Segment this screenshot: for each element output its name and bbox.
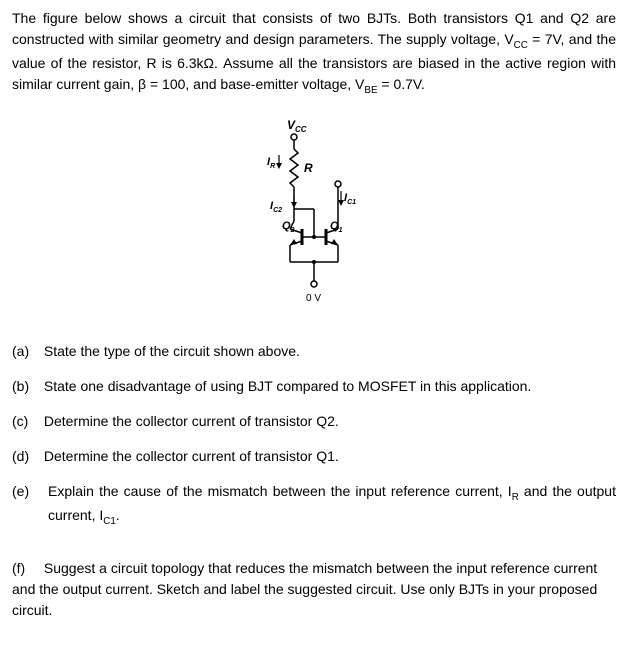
ic1-label: IC1: [344, 192, 356, 206]
question-d: (d) Determine the collector current of t…: [12, 446, 616, 467]
problem-intro: The figure below shows a circuit that co…: [12, 8, 616, 99]
question-b: (b) State one disadvantage of using BJT …: [12, 376, 616, 397]
q-label-b: (b): [12, 376, 40, 397]
vcc-label: VCC: [287, 118, 307, 134]
q-text-c: Determine the collector current of trans…: [44, 413, 339, 429]
q-label-f: (f): [12, 558, 40, 579]
vcc-node: [291, 134, 297, 140]
q-text-f: Suggest a circuit topology that reduces …: [12, 560, 597, 618]
r-label: R: [304, 161, 313, 175]
question-e: (e) Explain the cause of the mismatch be…: [12, 481, 616, 530]
question-c: (c) Determine the collector current of t…: [12, 411, 616, 432]
ic2-arrow-head: [291, 202, 297, 208]
q-label-d: (d): [12, 446, 40, 467]
q1-output-node: [335, 181, 341, 187]
q-text-e: Explain the cause of the mismatch betwee…: [48, 481, 616, 530]
question-f: (f) Suggest a circuit topology that redu…: [12, 558, 616, 621]
q-label-c: (c): [12, 411, 40, 432]
q1-emitter-arrow: [331, 239, 338, 245]
q-text-d: Determine the collector current of trans…: [44, 448, 339, 464]
ir-label: IR: [267, 156, 275, 170]
ir-arrow-head: [276, 163, 282, 169]
resistor: [290, 149, 298, 187]
q1-label: Q1: [330, 220, 343, 234]
ground-label: 0 V: [306, 293, 321, 304]
ic2-label: IC2: [270, 200, 282, 214]
ground-node: [311, 281, 317, 287]
q2-emitter-arrow: [290, 239, 297, 245]
circuit-diagram: VCC R IR IC2: [214, 117, 414, 317]
q-text-a: State the type of the circuit shown abov…: [44, 343, 300, 359]
intro-sub-2: BE: [364, 85, 377, 96]
circuit-diagram-container: VCC R IR IC2: [12, 117, 616, 317]
intro-sub-1: CC: [514, 40, 528, 51]
q-label-e: (e): [12, 481, 48, 530]
question-a: (a) State the type of the circuit shown …: [12, 341, 616, 362]
intro-part-3: = 0.7V.: [377, 76, 424, 92]
q-label-a: (a): [12, 341, 40, 362]
q-text-b: State one disadvantage of using BJT comp…: [44, 378, 531, 394]
